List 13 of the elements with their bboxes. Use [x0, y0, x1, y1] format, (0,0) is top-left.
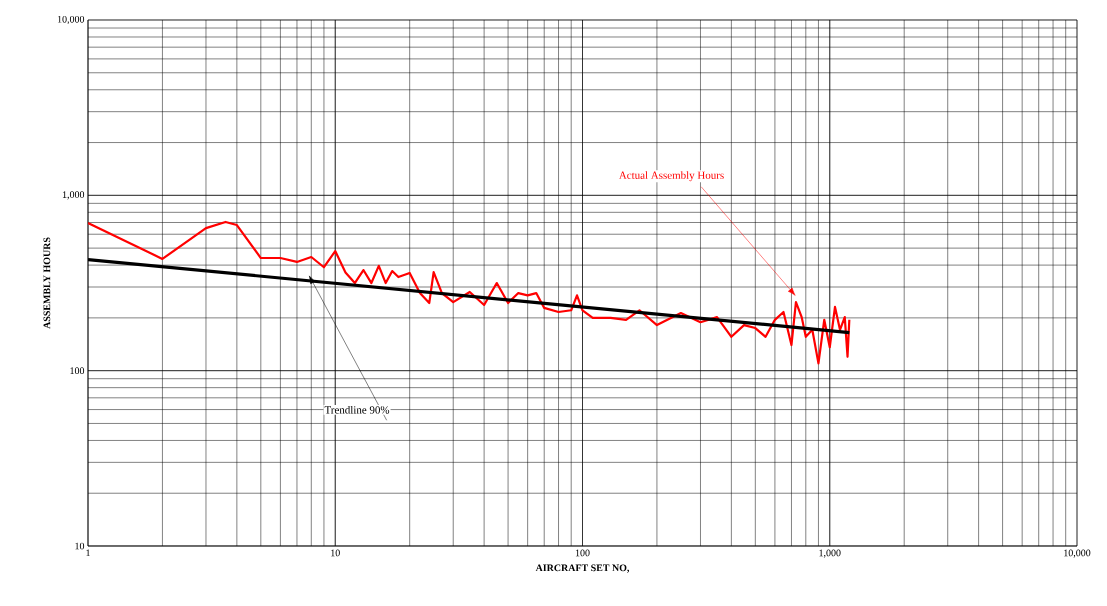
y-tick-label: 10,000 — [57, 15, 85, 25]
text: Trendline 90% — [324, 405, 390, 414]
x-tick-label: 10,000 — [1064, 549, 1091, 558]
y-axis-title: ASSEMBLY HOURS — [43, 237, 51, 329]
y-tick-label: 1,000 — [62, 191, 85, 200]
x-tick-label: 10 — [331, 549, 340, 557]
y-tick-label: 10 — [75, 542, 85, 550]
y-tick-label: 100 — [70, 367, 85, 375]
x-tick-label: 100 — [575, 549, 590, 557]
x-tick-label: 1,000 — [819, 549, 841, 558]
x-tick-label: 1 — [86, 549, 90, 557]
text: Actual Assembly Hours — [618, 171, 724, 182]
x-axis-title: AIRCRAFT SET NO, — [535, 564, 630, 573]
